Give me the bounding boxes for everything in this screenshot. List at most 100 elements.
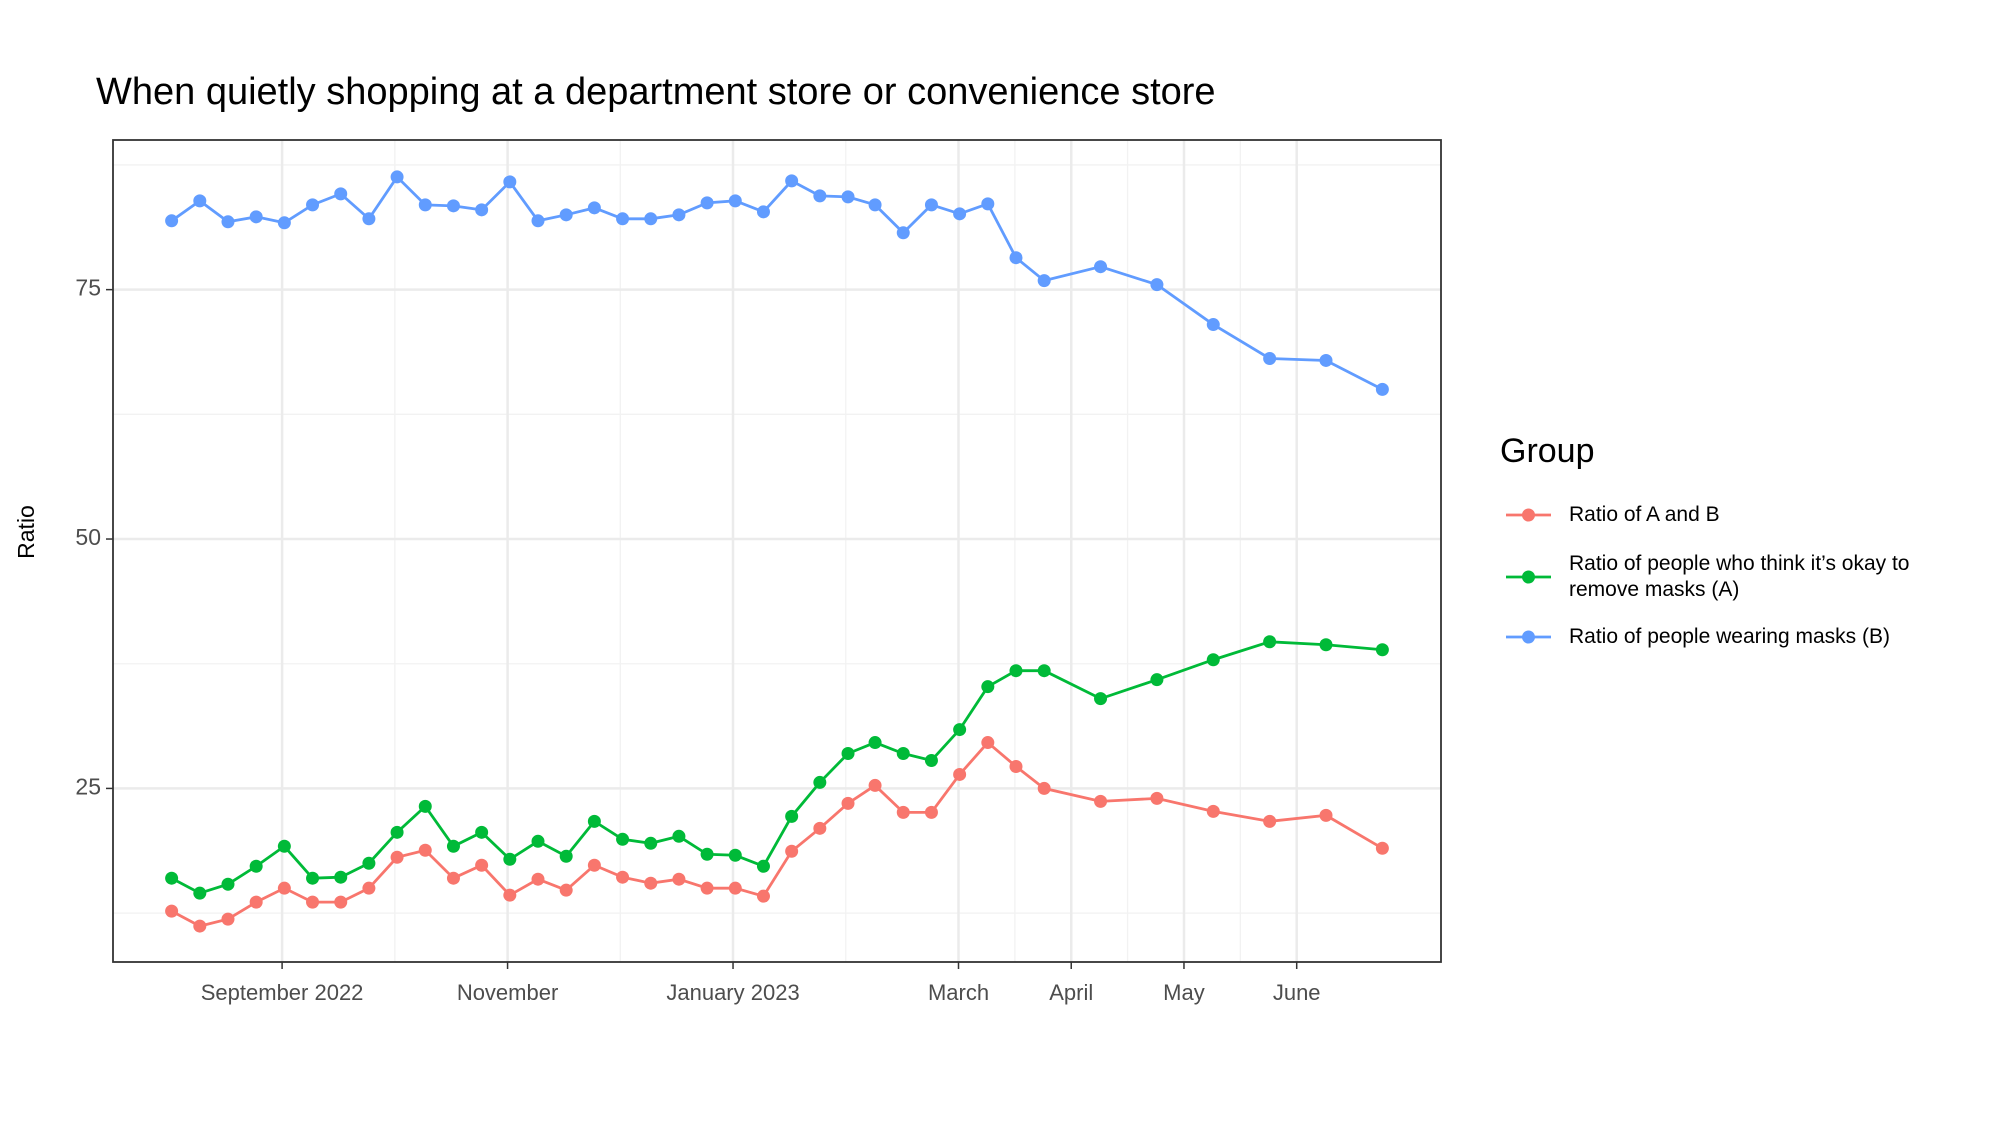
data-point [1009,664,1023,678]
data-point [672,872,686,886]
data-point [616,870,630,884]
legend-item: Ratio of people who think it’s okay to r… [1569,538,1989,616]
data-point [390,170,404,184]
data-point [756,889,770,903]
data-point [924,198,938,212]
data-point [785,174,799,188]
data-point [475,203,489,217]
panel-border [112,139,1442,963]
data-point [503,852,517,866]
data-point [165,904,179,918]
data-point [587,858,601,872]
data-point [700,196,714,210]
data-point [221,877,235,891]
data-point [221,912,235,926]
data-point [1375,643,1389,657]
legend-title: Group [1500,432,1595,470]
y-tick-label: 75 [75,275,101,301]
data-point [700,847,714,861]
data-point [841,796,855,810]
data-point [1375,841,1389,855]
data-point [1009,759,1023,773]
legend-box: Ratio of people wearing masks (B) [1569,598,1989,676]
data-point [644,212,658,226]
data-point [896,805,910,819]
data-point [1263,351,1277,365]
data-point [785,809,799,823]
data-point [277,216,291,230]
data-point [193,194,207,208]
data-point [728,194,742,208]
data-point [1375,382,1389,396]
data-point [1150,673,1164,687]
data-point [334,187,348,201]
data-point [559,883,573,897]
data-point [306,871,320,885]
data-point [1206,804,1220,818]
x-tick-label: April [1049,980,1093,1005]
legend-point [1522,630,1535,644]
data-point [418,843,432,857]
data-point [559,849,573,863]
data-point [587,814,601,828]
y-tick-label: 50 [75,524,101,550]
x-tick-label: September 2022 [201,980,364,1005]
legend-point [1522,508,1535,522]
data-point [446,871,460,885]
data-point [756,859,770,873]
data-point [896,226,910,240]
y-axis-label: Ratio [13,505,39,559]
x-tick-label: May [1163,980,1205,1005]
data-point [1319,638,1333,652]
data-point [644,876,658,890]
x-tick-label: June [1273,980,1321,1005]
legend-item: Ratio of A and B [1569,503,1720,526]
chart-title: When quietly shopping at a department st… [96,71,1216,113]
legend-label: Ratio of A and B [1569,503,1720,526]
data-point [841,747,855,761]
data-point [559,208,573,222]
data-point [728,848,742,862]
data-point [193,886,207,900]
data-point [277,881,291,895]
data-point [672,829,686,843]
legend-box: Ratio of people who think it’s okay to r… [1569,538,1989,616]
data-point [418,799,432,813]
data-point [756,205,770,219]
data-point [1150,791,1164,805]
data-point [924,753,938,767]
data-point [841,190,855,204]
data-point [1009,251,1023,265]
data-point [249,895,263,909]
data-point [1094,794,1108,808]
data-point [390,850,404,864]
series-line [170,640,1383,895]
data-point [868,198,882,212]
data-point [390,825,404,839]
data-point [1263,635,1277,649]
data-point [672,208,686,222]
data-point [334,895,348,909]
data-point [165,871,179,885]
data-point [700,881,714,895]
data-point [616,832,630,846]
data-point [503,175,517,189]
data-point [644,836,658,850]
data-point [306,895,320,909]
data-point [531,872,545,886]
data-point [503,888,517,902]
data-point [616,212,630,226]
data-point [981,197,995,211]
data-point [868,778,882,792]
data-point [1206,653,1220,667]
data-point [953,723,967,737]
data-point [531,214,545,228]
data-point [1037,664,1051,678]
data-point [868,736,882,750]
data-point [953,207,967,221]
legend-item: Ratio of people wearing masks (B) [1569,598,1989,676]
data-point [587,201,601,215]
data-point [953,767,967,781]
legend-label: Ratio of people who think it’s okay to r… [1569,552,1910,601]
